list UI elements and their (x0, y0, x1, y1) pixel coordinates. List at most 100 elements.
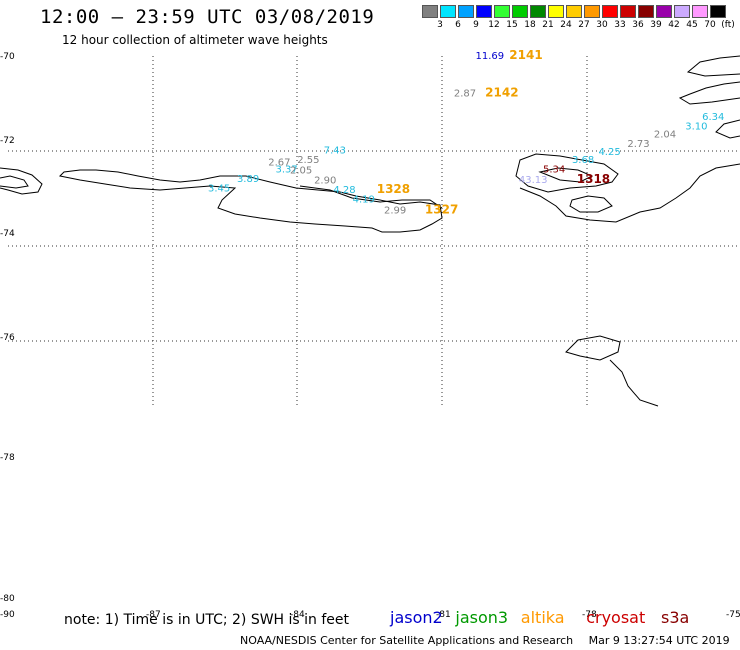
color-swatch (692, 5, 708, 18)
axis-labels: -70 -72 -74 -76 -78 -80 -90 -87 -84 -81 -78 -75 (0, 52, 740, 620)
coastline-west-peninsula (0, 167, 43, 195)
latitude-label: -70 (0, 52, 15, 62)
wave-height-label: 2.67 (268, 157, 290, 168)
color-swatch (584, 5, 600, 18)
latitude-label: -74 (0, 229, 15, 239)
color-scale-label: 15 (506, 20, 518, 30)
color-swatch (422, 5, 438, 18)
latitude-label: -78 (0, 453, 15, 463)
color-swatch (512, 5, 528, 18)
wave-height-label: 11.69 (476, 51, 505, 62)
wave-height-label: 6.34 (702, 112, 724, 123)
footer-credit: NOAA/NESDIS Center for Satellite Applica… (240, 634, 730, 647)
color-scale-label: 42 (668, 20, 680, 30)
color-scale-label: 39 (650, 20, 662, 30)
pass-time-label: 2142 (485, 85, 518, 99)
color-scale-label: 9 (473, 20, 479, 30)
coastline-east-bay (538, 167, 594, 183)
wave-height-label: 3.89 (237, 174, 259, 185)
footer-timestamp: Mar 9 13:27:54 UTC 2019 (588, 634, 730, 647)
color-scale-label: 21 (542, 20, 554, 30)
color-scale-label: 18 (524, 20, 536, 30)
longitude-label: -81 (436, 610, 451, 620)
color-swatch (710, 5, 726, 18)
pass-time-label: 1327 (425, 203, 458, 217)
color-scale-label: 36 (632, 20, 644, 30)
coastline (0, 55, 740, 407)
longitude-label: -87 (146, 610, 161, 620)
wave-height-label: 2.73 (627, 139, 649, 150)
latitude-label: -76 (0, 333, 15, 343)
color-swatch (602, 5, 618, 18)
wave-height-label: 2.05 (290, 165, 312, 176)
wave-height-label: 2.55 (297, 155, 319, 166)
color-scale-label: 30 (596, 20, 608, 30)
color-scale-labels: 3 6 9 12 15 18 21 24 27 30 33 36 39 42 45 70 (ft) (422, 18, 735, 30)
longitude-label: -78 (582, 610, 597, 620)
legend-note: note: 1) Time is in UTC; 2) SWH is in fe… (64, 612, 350, 628)
satellite-legend-cryosat: cryosat (586, 608, 646, 627)
color-swatch (566, 5, 582, 18)
coastline-east-lobe (569, 195, 613, 213)
longitude-label: -90 (0, 610, 15, 620)
color-scale-label: 3 (437, 20, 443, 30)
color-scale-swatches (422, 5, 728, 18)
color-swatch (620, 5, 636, 18)
wave-height-label: 3.68 (572, 155, 594, 166)
wave-height-label: 5.34 (543, 164, 565, 175)
longitude-label: -84 (290, 610, 305, 620)
color-swatch (440, 5, 456, 18)
pass-time-label: 1328 (377, 182, 410, 196)
color-swatch (458, 5, 474, 18)
footer-source: NOAA/NESDIS Center for Satellite Applica… (240, 634, 574, 647)
wave-height-label: 3.10 (685, 122, 707, 133)
color-swatch (476, 5, 492, 18)
satellite-legend-s3a: s3a (661, 608, 690, 627)
coastline-main-island (58, 169, 443, 233)
coastline-northeast-2 (678, 81, 740, 105)
map-graticule (8, 56, 740, 406)
wave-height-label: 2.90 (314, 175, 336, 186)
color-scale-label: 24 (560, 20, 572, 30)
satellite-legend-jason3: jason3 (455, 608, 509, 627)
wave-height-label: 2.87 (454, 88, 476, 99)
color-scale-label: 12 (488, 20, 500, 30)
map-title: 12:00 – 23:59 UTC 03/08/2019 (40, 6, 375, 28)
wave-height-label: 2.04 (654, 130, 676, 141)
coastline-west-inner (0, 175, 29, 189)
wave-height-color-scale: 3 6 9 12 15 18 21 24 27 30 33 36 39 42 45 70 (ft) (422, 5, 735, 30)
wave-height-label: 3.45 (208, 183, 230, 194)
wave-height-label: 7.43 (324, 145, 346, 156)
wave-height-label: 4.25 (598, 147, 620, 158)
color-swatch (548, 5, 564, 18)
map-subtitle: 12 hour collection of altimeter wave hei… (62, 33, 328, 47)
latitude-label: -72 (0, 136, 15, 146)
wave-height-label: 3.37 (276, 164, 298, 175)
wave-height-label: 2.99 (384, 206, 406, 217)
color-swatch (674, 5, 690, 18)
latitude-label: -80 (0, 594, 15, 604)
color-swatch (656, 5, 672, 18)
color-scale-label: 6 (455, 20, 461, 30)
wave-observations: 11.69 2141 2.87 2142 7.43 2.67 2.553.372.05 3.8… (208, 48, 724, 217)
longitude-label: -75 (726, 610, 740, 620)
coastline-east-coast (519, 163, 740, 223)
color-swatch (530, 5, 546, 18)
coastline-southeast (565, 335, 621, 361)
wave-height-label: 4.19 (353, 194, 375, 205)
coastline-northeast (686, 55, 740, 77)
pass-time-label: 2141 (509, 48, 542, 62)
color-scale-label: 45 (686, 20, 698, 30)
coastline-southeast-2 (609, 359, 659, 407)
color-swatch (494, 5, 510, 18)
coastline-inlet (299, 185, 443, 209)
coastline-east-island (515, 153, 619, 193)
wave-height-label: 43.13 (519, 175, 548, 186)
wave-height-label: 4.28 (333, 185, 355, 196)
satellite-legend-jason2: jason2 (390, 608, 443, 627)
color-swatch (638, 5, 654, 18)
color-scale-label: 33 (614, 20, 626, 30)
coastline-east-3 (715, 119, 740, 139)
color-scale-unit: (ft) (721, 20, 735, 30)
